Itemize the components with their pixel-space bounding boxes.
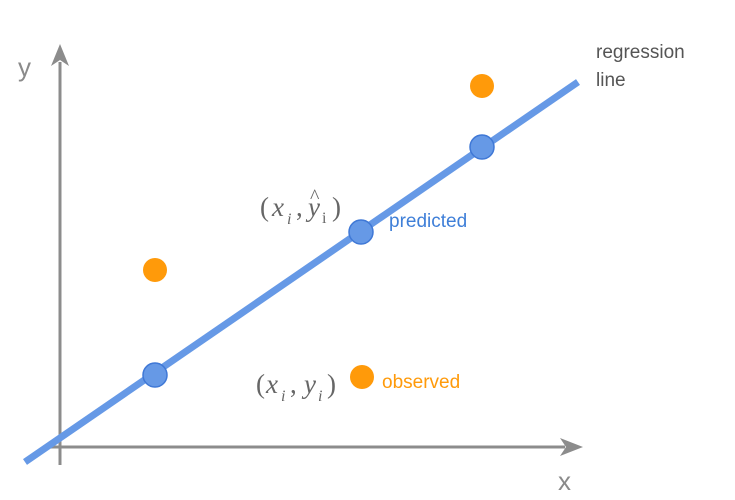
- observed-point: [350, 365, 374, 389]
- predicted-comma: ,: [296, 192, 303, 222]
- observed-point: [470, 74, 494, 98]
- observed-open-paren: (: [256, 369, 265, 399]
- predicted-close-paren: ): [332, 192, 341, 222]
- observed-x-subscript: i: [281, 388, 285, 405]
- predicted-x: x: [271, 192, 284, 222]
- y-axis-label: y: [18, 52, 31, 82]
- regression-label-line1: regression: [596, 42, 685, 63]
- predicted-y-subscript: i: [322, 210, 327, 227]
- predicted-open-paren: (: [260, 192, 269, 222]
- predicted-y: y: [305, 192, 320, 222]
- observed-notation: ( x i , y i ): [256, 369, 336, 405]
- observed-point: [143, 258, 167, 282]
- y-axis-arrowhead: [51, 44, 69, 66]
- predicted-hat: ^: [310, 186, 320, 208]
- predicted-point: [348, 219, 374, 245]
- observed-comma: ,: [290, 369, 297, 399]
- predicted-point: [469, 134, 495, 160]
- regression-line-label: regression line: [596, 42, 690, 91]
- axes: [48, 44, 583, 465]
- x-axis-arrowhead: [560, 438, 583, 456]
- x-axis-label: x: [558, 466, 571, 496]
- predicted-notation: ( x i , y ^ i ): [260, 186, 341, 228]
- observed-close-paren: ): [327, 369, 336, 399]
- regression-line: [23, 79, 580, 465]
- observed-x: x: [265, 369, 278, 399]
- predicted-point: [142, 362, 168, 388]
- observed-label: observed: [382, 372, 460, 393]
- regression-label-line2: line: [596, 70, 626, 91]
- observed-y-subscript: i: [318, 388, 322, 405]
- predicted-x-subscript: i: [287, 211, 291, 228]
- observed-y: y: [301, 369, 316, 399]
- predicted-label: predicted: [389, 211, 467, 232]
